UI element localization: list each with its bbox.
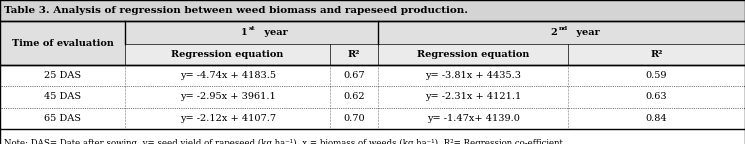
Text: Time of evaluation: Time of evaluation [12,39,113,48]
Text: 1: 1 [241,28,247,37]
Text: 25 DAS: 25 DAS [44,71,81,80]
Text: y= -2.31x + 4121.1: y= -2.31x + 4121.1 [425,92,522,101]
Text: y= -3.81x + 4435.3: y= -3.81x + 4435.3 [425,71,521,80]
Text: year: year [573,28,600,37]
Text: y= -2.12x + 4107.7: y= -2.12x + 4107.7 [180,114,276,123]
Text: 0.63: 0.63 [645,92,668,101]
Bar [0,0,745,21]
Bar [0,21,125,65]
Text: 0.67: 0.67 [343,71,365,80]
Bar [378,21,745,44]
Text: year: year [261,28,288,37]
Bar [330,44,378,65]
Text: nd: nd [559,26,568,31]
Bar [378,44,568,65]
Text: y= -4.74x + 4183.5: y= -4.74x + 4183.5 [180,71,276,80]
Text: R²: R² [650,50,662,59]
Text: Regression equation: Regression equation [417,50,529,59]
Bar [568,44,745,65]
Text: 0.84: 0.84 [645,114,668,123]
Text: y= -1.47x+ 4139.0: y= -1.47x+ 4139.0 [427,114,519,123]
Text: R²: R² [348,50,361,59]
Bar [125,21,378,44]
Text: 45 DAS: 45 DAS [44,92,81,101]
Text: y= -2.95x + 3961.1: y= -2.95x + 3961.1 [180,92,276,101]
Bar [0,108,745,129]
Text: Regression equation: Regression equation [171,50,284,59]
Text: 0.59: 0.59 [646,71,667,80]
Text: 0.62: 0.62 [343,92,365,101]
Bar [125,44,330,65]
Text: st: st [249,26,256,31]
Text: Table 3. Analysis of regression between weed biomass and rapeseed production.: Table 3. Analysis of regression between … [4,6,469,15]
Text: Note: DAS= Date after sowing, y= seed yield of rapeseed (kg ha⁻¹), x = biomass o: Note: DAS= Date after sowing, y= seed yi… [4,139,562,144]
Bar [0,65,745,86]
Text: 2: 2 [551,28,557,37]
Text: 65 DAS: 65 DAS [44,114,81,123]
Bar [0,129,745,144]
Text: 0.70: 0.70 [343,114,365,123]
Bar [0,86,745,108]
